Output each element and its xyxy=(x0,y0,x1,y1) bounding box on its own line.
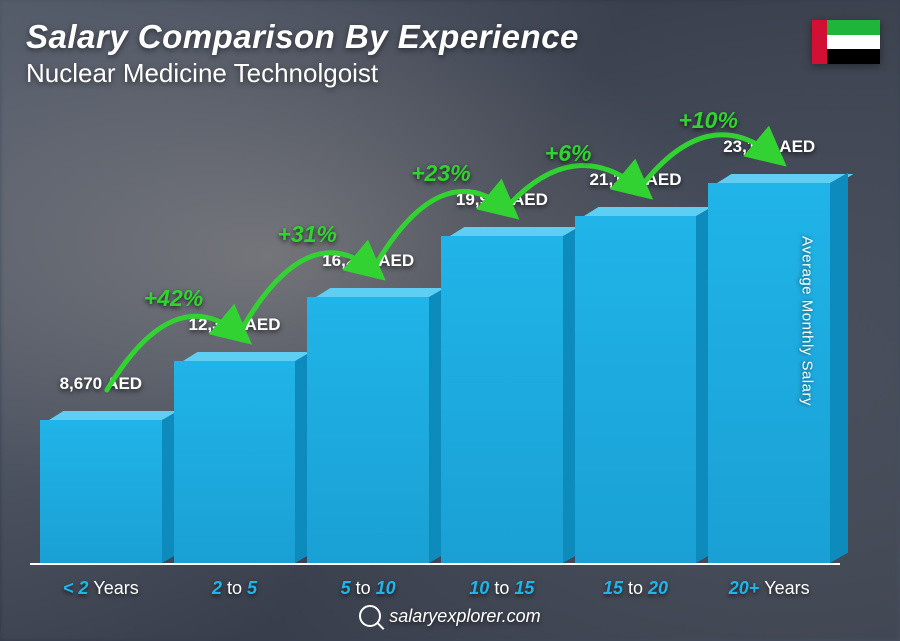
bar-value-label: 12,300 AED xyxy=(189,315,281,335)
bar-group: 8,670 AED< 2 Years xyxy=(40,374,162,563)
bar-group: 16,200 AED5 to 10 xyxy=(307,251,429,563)
bar-value-label: 23,100 AED xyxy=(723,137,815,157)
footer-text: salaryexplorer.com xyxy=(389,606,540,627)
bar-3d xyxy=(40,402,162,563)
y-axis-label: Average Monthly Salary xyxy=(799,236,816,406)
bar-value-label: 8,670 AED xyxy=(60,374,143,394)
bar-category-label: 5 to 10 xyxy=(341,578,396,599)
bar-front-face xyxy=(575,216,697,563)
flag-stripe-green xyxy=(827,20,880,35)
flag-stripes xyxy=(827,20,880,64)
bar-side-face xyxy=(830,173,848,563)
search-icon xyxy=(359,605,381,627)
bar-front-face xyxy=(174,361,296,563)
flag-red-bar xyxy=(812,20,827,64)
bar-category-label: 15 to 20 xyxy=(603,578,668,599)
header: Salary Comparison By Experience Nuclear … xyxy=(26,18,579,89)
page-title: Salary Comparison By Experience xyxy=(26,18,579,56)
flag-stripe-black xyxy=(827,49,880,64)
increase-label: +10% xyxy=(678,107,737,134)
flag-stripe-white xyxy=(827,35,880,50)
page-subtitle: Nuclear Medicine Technolgoist xyxy=(26,58,579,89)
bar-3d xyxy=(441,218,563,563)
footer: salaryexplorer.com xyxy=(0,605,900,627)
bar-value-label: 19,900 AED xyxy=(456,190,548,210)
bar-front-face xyxy=(40,420,162,563)
bar-front-face xyxy=(441,236,563,563)
flag-uae xyxy=(812,20,880,64)
bar-3d xyxy=(174,343,296,563)
bar-group: 12,300 AED2 to 5 xyxy=(174,315,296,563)
bar-category-label: 20+ Years xyxy=(729,578,810,599)
bar-value-label: 16,200 AED xyxy=(322,251,414,271)
bar-front-face xyxy=(307,297,429,563)
bar-3d xyxy=(307,279,429,563)
increase-label: +42% xyxy=(144,285,203,312)
bar-group: 19,900 AED10 to 15 xyxy=(441,190,563,563)
increase-label: +6% xyxy=(545,140,592,167)
bar-group: 21,100 AED15 to 20 xyxy=(575,170,697,563)
chart-baseline xyxy=(30,563,840,565)
bar-category-label: 10 to 15 xyxy=(469,578,534,599)
bar-category-label: < 2 Years xyxy=(63,578,139,599)
increase-label: +31% xyxy=(277,221,336,248)
bar-category-label: 2 to 5 xyxy=(212,578,257,599)
increase-label: +23% xyxy=(411,160,470,187)
bar-value-label: 21,100 AED xyxy=(590,170,682,190)
bar-3d xyxy=(575,198,697,563)
